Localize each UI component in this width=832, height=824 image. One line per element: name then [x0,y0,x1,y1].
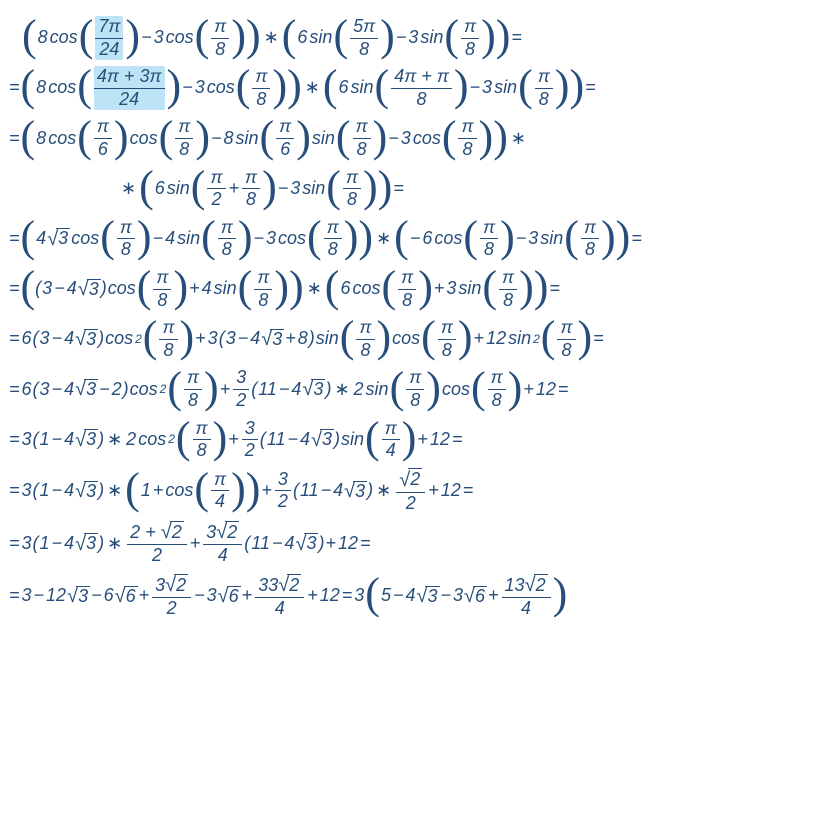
line-5: = ( (3−4 √3 )cos (π8) + 4sin (π8) ) ∗ ( … [8,267,824,311]
highlight-frac-2: 4π + 3π 24 [94,66,165,110]
line-4: = ( 4 √3 cos (π8) − 4sin (π8) − 3cos (π8… [8,217,824,261]
line-9: = 3(1−4 √3) ∗ ( 1+cos (π4) ) + 32 (11−4 … [8,468,824,515]
line-10: = 3(1−4 √3) ∗ 2 + √22 + 3√24 (11−4 √3) +… [8,520,824,567]
line-11: = 3− 12√3 − 6√6 + 3√22 − 3√6 + 33√24 + 1… [8,573,824,620]
line-1: ( 8cos ( 7π 24 ) − 3cos (π8) ) ∗ ( 6sin … [8,16,824,60]
line-7: = 6(3−4 √3 −2) cos2 (π8) + 32 (11−4 √3) … [8,367,824,411]
line-8: = 3(1−4 √3) ∗ 2cos2 (π8) + 32 (11−4 √3) … [8,418,824,462]
line-3b: ∗ ( 6sin ( π2 + π8 ) − 3sin (π8) ) = [118,167,824,211]
math-derivation: ( 8cos ( 7π 24 ) − 3cos (π8) ) ∗ ( 6sin … [0,0,832,645]
line-2: = ( 8cos ( 4π + 3π 24 ) − 3cos (π8) ) ∗ … [8,66,824,110]
lparen: ( [22,16,37,56]
line-6: = 6(3−4 √3) cos2 (π8) + 3(3−4 √3 +8) sin… [8,317,824,361]
line-3: = ( 8cos (π6) cos (π8) − 8sin (π6) sin (… [8,116,824,160]
highlight-frac-1: 7π 24 [95,16,123,60]
